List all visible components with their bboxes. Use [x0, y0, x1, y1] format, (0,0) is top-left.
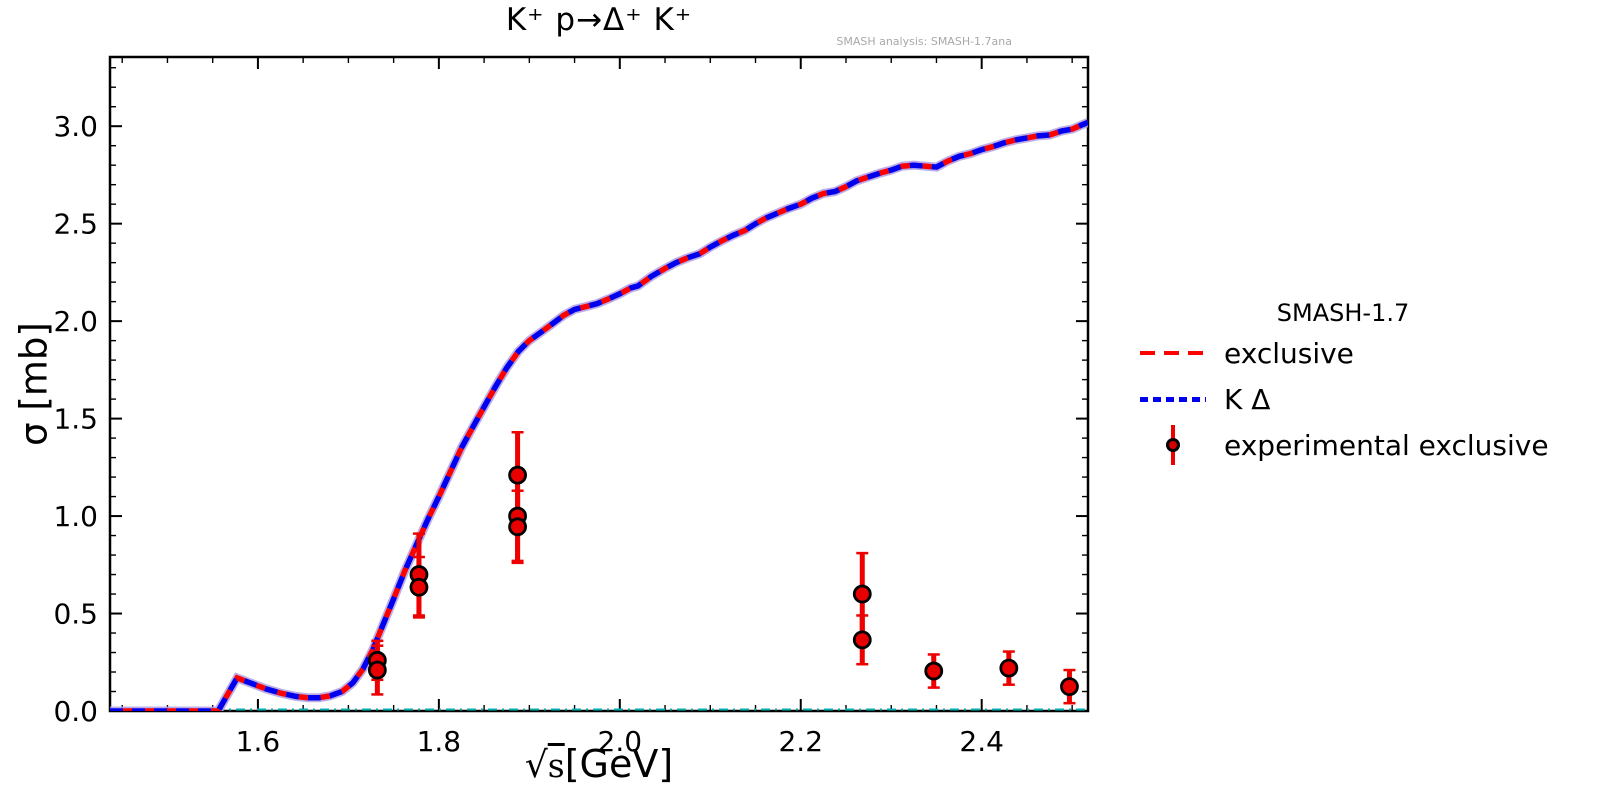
- legend-label-exclusive: exclusive: [1224, 336, 1354, 370]
- y-tick-label: 3.0: [53, 110, 98, 143]
- y-tick-label: 0.0: [53, 695, 98, 728]
- x-tick-label: 1.8: [417, 725, 462, 758]
- legend-title: SMASH-1.7: [1276, 299, 1410, 327]
- data-point: [508, 465, 527, 485]
- legend-entry-experimental: experimental exclusive: [1103, 422, 1583, 468]
- y-tick-label: 2.5: [53, 208, 98, 241]
- data-point: [852, 584, 872, 604]
- curves: [110, 118, 1088, 711]
- x-tick-label: 2.4: [959, 725, 1004, 758]
- data-point: [924, 661, 944, 681]
- data-point-icon: [1166, 438, 1180, 452]
- red-dashed-line-sample: [1140, 351, 1206, 355]
- kdelta-curve: [110, 119, 1088, 711]
- exclusive-curve: [110, 119, 1088, 711]
- legend-entry-exclusive: exclusive: [1103, 330, 1583, 376]
- legend-label-experimental: experimental exclusive: [1224, 428, 1549, 462]
- curve-halo: [110, 118, 1088, 711]
- chart-title: K⁺ p→Δ⁺ K⁺: [505, 2, 693, 38]
- y-axis-label: σ [mb]: [12, 322, 56, 446]
- axis-ticks: 1.6 1.8 2.0 2.2 2.4 0.0 0.5 1.0 1.5 2.0 2.5 3.0: [53, 57, 1088, 758]
- data-point: [999, 658, 1019, 678]
- legend-label-kdelta: K Δ: [1224, 382, 1271, 416]
- xlabel-radical: √: [524, 745, 548, 786]
- data-point: [409, 577, 429, 597]
- legend: SMASH-1.7 exclusive K Δ experimental exc…: [1103, 296, 1583, 468]
- experimental-points: [367, 430, 1079, 705]
- legend-entry-kdelta: K Δ: [1103, 376, 1583, 422]
- y-tick-label: 0.5: [53, 598, 98, 631]
- analysis-note: SMASH analysis: SMASH-1.7ana: [836, 35, 1012, 48]
- y-tick-label: 2.0: [53, 305, 98, 338]
- plot-border: [108, 55, 1090, 713]
- blue-dotted-line-sample: [1140, 396, 1206, 402]
- xlabel-radicand: s: [547, 746, 565, 785]
- errorbar-marker-sample: [1140, 422, 1206, 468]
- x-tick-label: 2.2: [778, 725, 823, 758]
- data-point: [367, 660, 387, 680]
- data-point: [1060, 677, 1079, 697]
- y-tick-label: 1.0: [53, 500, 98, 533]
- x-tick-label: 2.0: [598, 725, 643, 758]
- y-tick-label: 1.5: [53, 403, 98, 436]
- data-point: [852, 630, 872, 650]
- data-point: [508, 517, 527, 537]
- xlabel-unit: [GeV]: [564, 742, 674, 786]
- x-tick-label: 1.6: [236, 725, 281, 758]
- x-axis-label: √s[GeV]: [110, 742, 1088, 786]
